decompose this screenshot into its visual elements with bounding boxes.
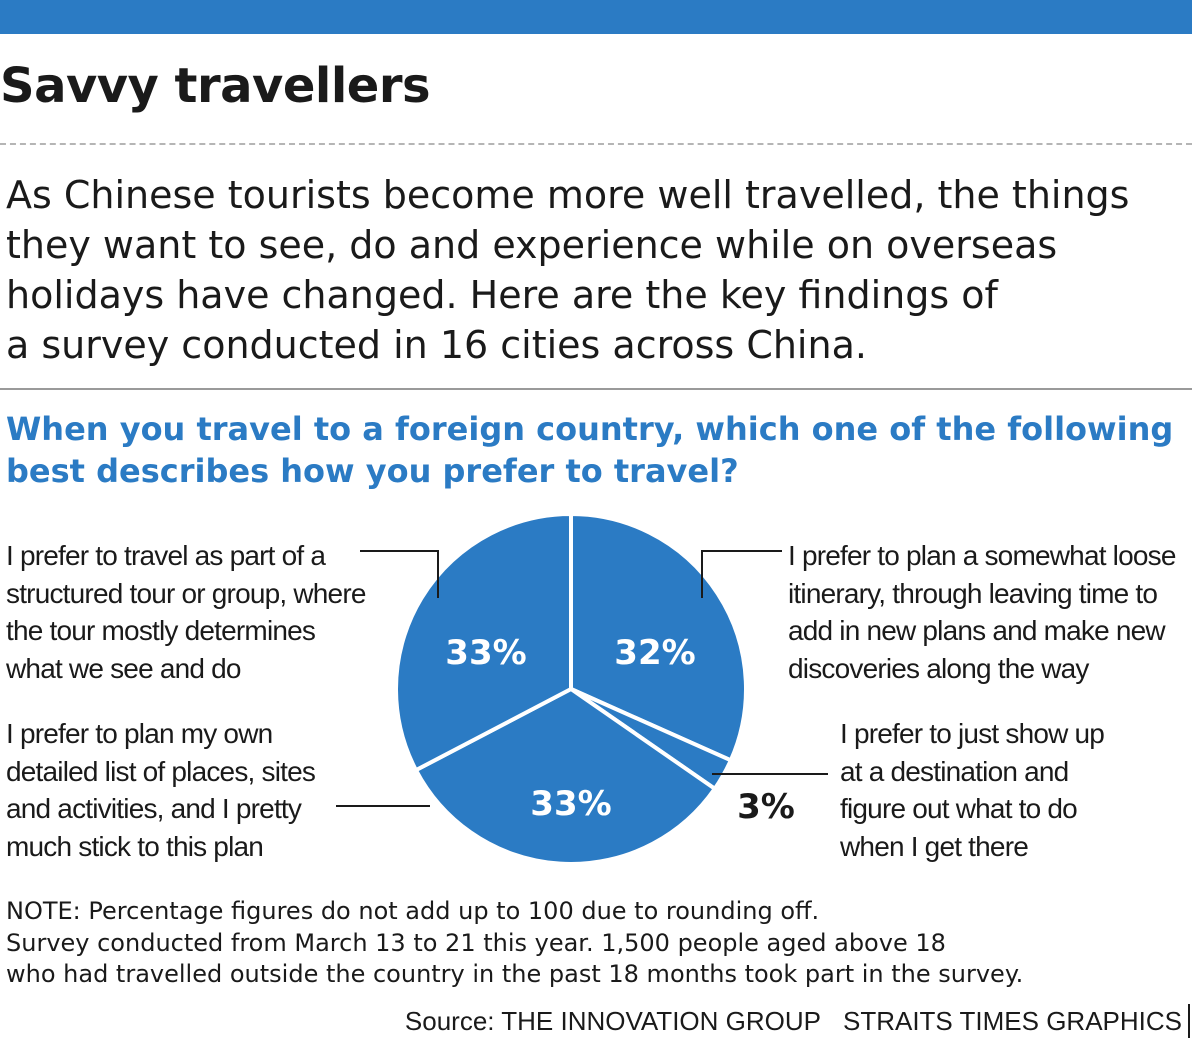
intro-text: As Chinese tourists become more well tra…: [6, 170, 1186, 370]
intro-line: a survey conducted in 16 cities across C…: [6, 323, 867, 367]
slice-value-label: 32%: [614, 633, 695, 673]
question-line: best describes how you prefer to travel?: [6, 452, 739, 490]
slice-value-label: 33%: [445, 633, 526, 673]
note-line: who had travelled outside the country in…: [6, 960, 1024, 988]
label-line: itinerary, through leaving time to: [788, 577, 1158, 609]
intro-line: As Chinese tourists become more well tra…: [6, 173, 1130, 217]
label-line: detailed list of places, sites: [6, 755, 316, 787]
label-line: what we see and do: [6, 652, 241, 684]
note-line: NOTE: Percentage figures do not add up t…: [6, 897, 820, 925]
footnote: NOTE: Percentage figures do not add up t…: [6, 896, 1186, 991]
label-line: when I get there: [840, 830, 1029, 862]
label-tour: I prefer to travel as part of a structur…: [6, 537, 366, 687]
page-title: Savvy travellers: [0, 58, 431, 114]
question-line: When you travel to a foreign country, wh…: [6, 410, 1174, 448]
label-line: figure out what to do: [840, 793, 1078, 824]
label-own: I prefer to plan my own detailed list of…: [6, 715, 316, 865]
label-line: I prefer to plan my own: [6, 718, 273, 749]
top-accent-bar: [0, 0, 1192, 34]
label-loose: I prefer to plan a somewhat loose itiner…: [788, 537, 1176, 687]
leader-lines: [336, 550, 828, 807]
label-line: at a destination and: [840, 755, 1069, 787]
label-line: I prefer to just show up: [840, 718, 1105, 749]
label-line: and activities, and I pretty: [6, 793, 302, 824]
slice-value-label: 33%: [530, 784, 611, 824]
label-line: the tour mostly determines: [6, 615, 316, 646]
label-line: structured tour or group, where: [6, 577, 366, 609]
note-line: Survey conducted from March 13 to 21 thi…: [6, 928, 946, 957]
pie-slices: [394, 512, 748, 866]
source-text: Source: THE INNOVATION GROUP: [404, 1006, 821, 1036]
label-line: I prefer to travel as part of a: [6, 540, 326, 571]
label-line: add in new plans and make new: [788, 615, 1166, 646]
label-line: discoveries along the way: [788, 652, 1089, 684]
label-showup: I prefer to just show up at a destinatio…: [840, 715, 1105, 865]
section-divider: [0, 388, 1192, 390]
label-line: I prefer to plan a somewhat loose: [788, 540, 1176, 571]
intro-line: holidays have changed. Here are the key …: [6, 273, 998, 317]
dashed-divider: [0, 143, 1192, 145]
intro-line: they want to see, do and experience whil…: [6, 223, 1058, 267]
pie-chart: 33% 32% 33% 3%: [336, 512, 828, 866]
graphics-credit: STRAITS TIMES GRAPHICS: [842, 1006, 1182, 1036]
label-line: much stick to this plan: [6, 830, 264, 862]
leader-line-tour: [360, 550, 439, 598]
survey-question: When you travel to a foreign country, wh…: [6, 408, 1186, 492]
pie-slice-tour: [394, 512, 573, 773]
source-credit: Source: THE INNOVATION GROUP STRAITS TIME…: [405, 1004, 1190, 1038]
leader-line-loose: [701, 550, 782, 598]
slice-value-label: 3%: [737, 787, 795, 827]
